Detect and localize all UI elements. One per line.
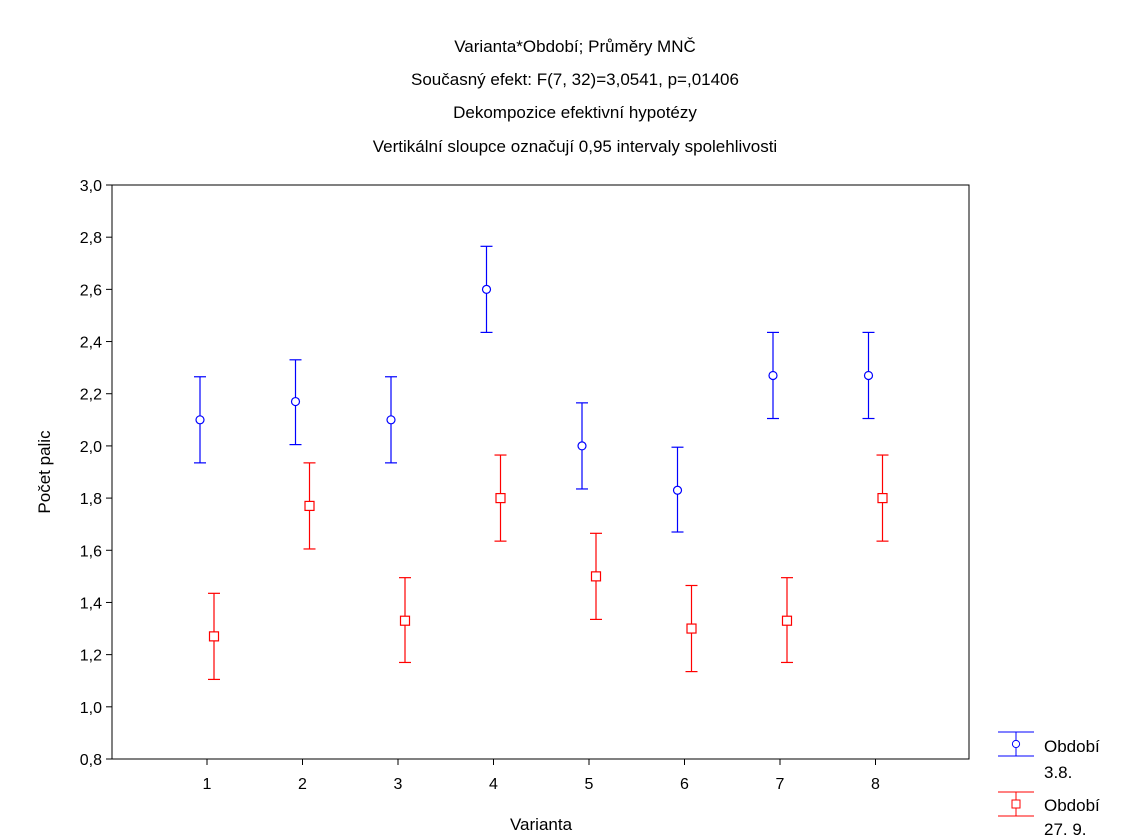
legend-label-2-line-2: 27. 9.	[1044, 820, 1087, 839]
data-point	[399, 615, 411, 626]
legend-label-1-line-2: 3.8.	[1044, 763, 1072, 782]
series-layer	[194, 245, 889, 681]
legend-item-1: Období 3.8.	[998, 731, 1100, 782]
plot-area-frame	[111, 184, 970, 760]
x-axis: 1 2 3 4 5 6 7 8	[203, 759, 880, 793]
data-point	[577, 441, 587, 451]
data-point	[495, 492, 506, 504]
title-line-3: Dekompozice efektivní hypotézy	[453, 103, 697, 122]
x-tick-label: 2	[298, 776, 307, 793]
legend-label-2-line-1: Období	[1044, 796, 1100, 815]
legend-marker-square	[1011, 799, 1021, 809]
legend-marker-circle	[1011, 739, 1021, 749]
data-point	[208, 631, 220, 642]
series-2	[208, 454, 889, 681]
legend-item-2: Období 27. 9.	[998, 791, 1100, 839]
y-tick-label: 2,6	[80, 282, 102, 299]
title-line-1: Varianta*Období; Průměry MNČ	[454, 37, 696, 56]
data-point	[877, 492, 888, 504]
legend-label-1-line-1: Období	[1044, 737, 1100, 756]
title-line-4: Vertikální sloupce označují 0,95 interva…	[373, 137, 777, 156]
y-tick-label: 1,4	[80, 595, 102, 612]
data-point	[304, 500, 315, 512]
title-line-2: Současný efekt: F(7, 32)=3,0541, p=,0140…	[411, 70, 739, 89]
data-point	[590, 571, 602, 582]
y-tick-label: 1,6	[80, 543, 102, 560]
y-axis: 0,8 1,0 1,2 1,4 1,6 1,8 2,0 2,2 2,4 2,6 2,8 3,0	[80, 178, 112, 769]
x-tick-label: 5	[585, 776, 594, 793]
y-tick-label: 3,0	[80, 178, 102, 195]
y-tick-label: 0,8	[80, 752, 102, 769]
data-point	[481, 284, 492, 294]
x-tick-label: 8	[871, 776, 880, 793]
data-point	[672, 485, 683, 495]
data-point	[686, 623, 697, 634]
y-tick-label: 1,0	[80, 700, 102, 717]
legend: Období 3.8. Období 27. 9.	[998, 731, 1100, 839]
data-point	[386, 415, 396, 425]
data-point	[768, 370, 778, 381]
x-tick-label: 1	[203, 776, 212, 793]
y-tick-label: 2,0	[80, 439, 102, 456]
y-tick-label: 2,2	[80, 387, 102, 404]
data-point	[863, 370, 874, 381]
series-1	[194, 245, 875, 533]
data-point	[781, 615, 793, 626]
x-tick-label: 6	[680, 776, 689, 793]
y-tick-label: 1,8	[80, 491, 102, 508]
x-tick-label: 3	[394, 776, 403, 793]
y-tick-label: 2,4	[80, 335, 102, 352]
x-tick-label: 4	[489, 776, 498, 793]
x-axis-title: Varianta	[510, 815, 573, 834]
data-point	[195, 415, 205, 425]
chart-title: Varianta*Období; Průměry MNČ Současný ef…	[373, 37, 777, 156]
data-point	[290, 396, 301, 407]
y-axis-title: Počet palic	[35, 430, 54, 514]
x-tick-label: 7	[776, 776, 785, 793]
y-tick-label: 2,8	[80, 230, 102, 247]
y-tick-label: 1,2	[80, 648, 102, 665]
